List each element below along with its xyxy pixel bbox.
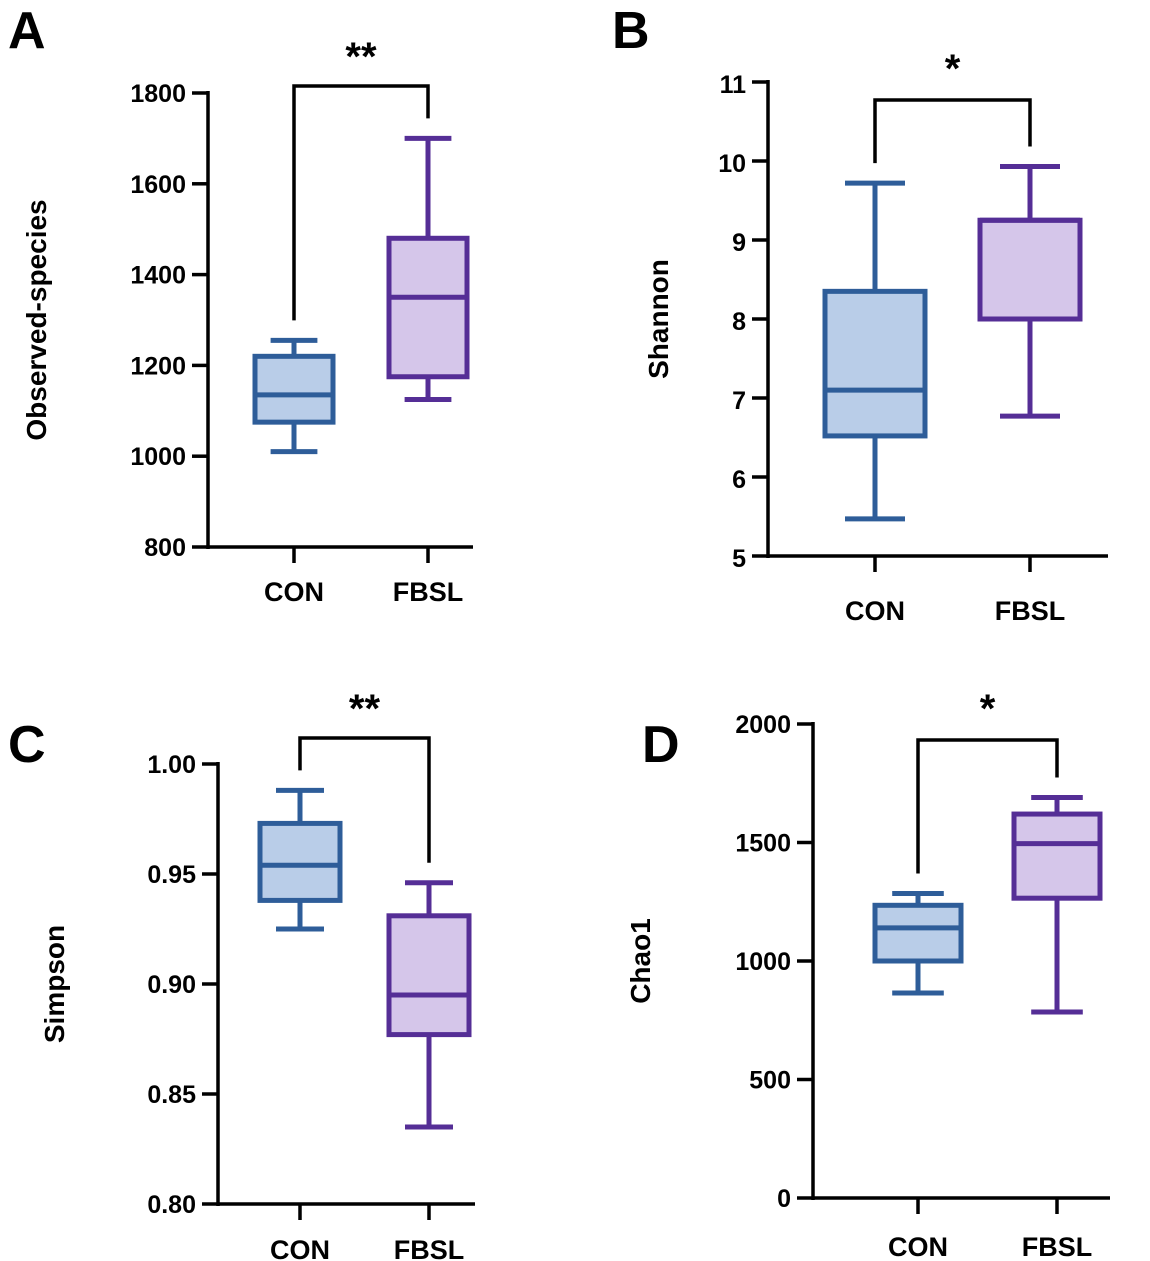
x-category-label: FBSL — [1022, 1232, 1093, 1261]
iqr-box — [252, 353, 336, 425]
y-axis-title: Observed-species — [21, 199, 52, 440]
panel-letter: B — [612, 2, 650, 60]
box-con — [257, 787, 343, 932]
y-tick-label: 1.00 — [147, 751, 196, 779]
y-tick-label: 0.80 — [147, 1191, 196, 1219]
chart-panel-B: B 5 6 7 8 9 10 11 Shannon CON FBSL * — [612, 2, 1108, 626]
significance-bracket — [292, 84, 430, 321]
y-tick-label: 10 — [718, 150, 746, 178]
y-tick-label: 0.90 — [147, 971, 196, 999]
chart-panel-D: D 0 500 1000 1500 2000 Chao1 CON FBSL * — [625, 687, 1110, 1261]
y-tick-label: 5 — [732, 545, 746, 573]
y-tick-label: 7 — [732, 387, 746, 415]
chart-panel-C: C 0.80 0.85 0.90 0.95 1.00 Simpson CON FBSL ** — [8, 687, 475, 1261]
y-tick-label: 1800 — [130, 80, 186, 108]
iqr-box — [257, 820, 343, 903]
x-category-label: CON — [845, 596, 905, 626]
y-tick-label: 2000 — [735, 711, 791, 739]
significance-label: ** — [349, 687, 381, 731]
x-category-label: CON — [888, 1232, 948, 1261]
y-tick-label: 1200 — [130, 352, 186, 380]
y-tick-label: 1400 — [130, 262, 186, 290]
iqr-box — [1011, 811, 1103, 901]
box-fbsl — [386, 880, 472, 1130]
y-tick-label: 1000 — [130, 443, 186, 471]
panel-letter: A — [8, 2, 46, 60]
iqr-box — [386, 913, 472, 1038]
box-fbsl — [386, 135, 470, 402]
y-tick-label: 6 — [732, 466, 746, 494]
x-category-label: CON — [270, 1235, 330, 1261]
x-category-label: CON — [264, 577, 324, 607]
box-fbsl — [977, 164, 1083, 419]
y-tick-label: 8 — [732, 308, 746, 336]
y-axis-title: Chao1 — [625, 918, 656, 1004]
y-tick-label: 1600 — [130, 171, 186, 199]
significance-label: * — [980, 687, 996, 731]
significance-bracket — [873, 98, 1032, 164]
significance-label: * — [945, 47, 961, 91]
y-tick-label: 500 — [749, 1067, 791, 1095]
x-category-label: FBSL — [995, 596, 1066, 626]
box-con — [252, 337, 336, 455]
y-axis-title: Simpson — [39, 925, 70, 1043]
box-con — [872, 890, 964, 996]
y-tick-label: 0.95 — [147, 861, 196, 889]
chart-panel-A: A 800 1000 1200 1400 1600 1800 Observed-species… — [8, 2, 473, 607]
x-category-label: FBSL — [394, 1235, 465, 1261]
y-tick-label: 800 — [144, 534, 186, 562]
iqr-box — [872, 902, 964, 964]
y-tick-label: 0.85 — [147, 1081, 196, 1109]
y-tick-label: 9 — [732, 229, 746, 257]
box-fbsl — [1011, 794, 1103, 1015]
significance-bracket — [916, 738, 1059, 874]
y-axis-title: Shannon — [643, 259, 674, 379]
y-tick-label: 1500 — [735, 830, 791, 858]
panel-letter: D — [642, 716, 680, 774]
box-con — [822, 180, 928, 522]
y-tick-label: 0 — [777, 1185, 791, 1213]
iqr-box — [822, 288, 928, 439]
y-tick-label: 1000 — [735, 948, 791, 976]
iqr-box — [386, 235, 470, 380]
panel-letter: C — [8, 716, 46, 774]
significance-label: ** — [345, 35, 377, 79]
iqr-box — [977, 217, 1083, 322]
significance-bracket — [298, 736, 431, 863]
y-tick-label: 11 — [720, 71, 747, 99]
x-category-label: FBSL — [393, 577, 464, 607]
